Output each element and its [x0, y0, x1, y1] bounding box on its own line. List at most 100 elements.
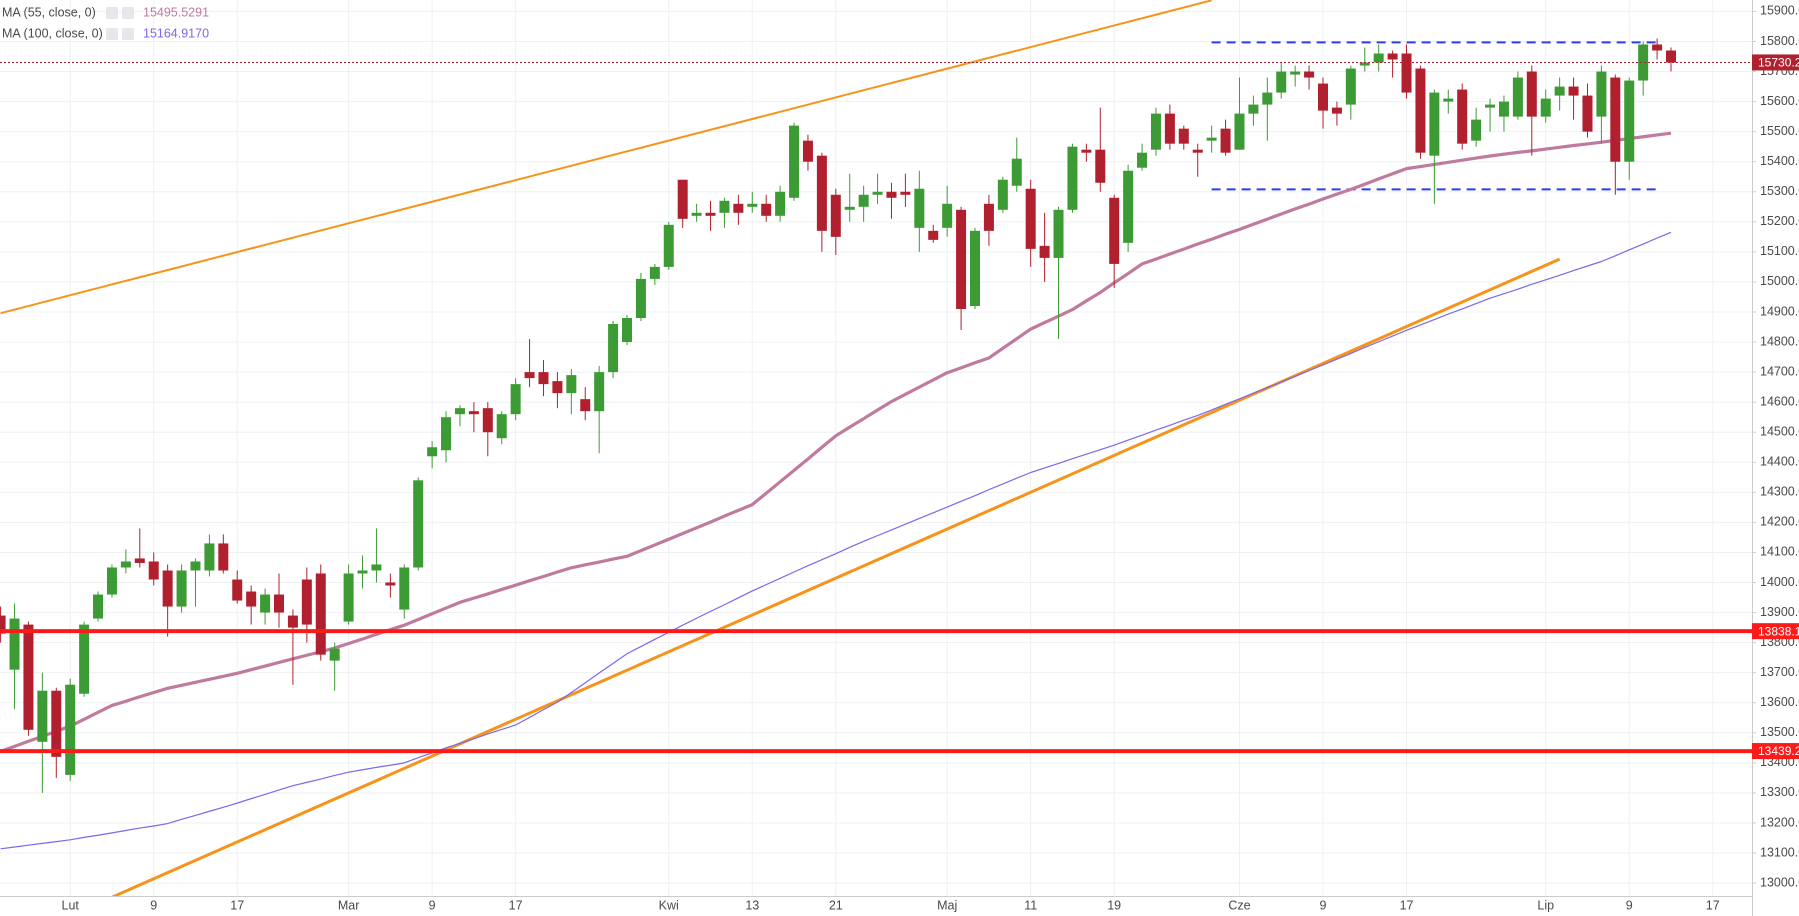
candle-body	[970, 230, 980, 306]
candle-body	[1582, 95, 1593, 132]
x-tick-label: Mar	[338, 898, 360, 912]
candle-body	[0, 615, 6, 634]
candle-body	[886, 191, 897, 198]
y-tick-label: 14500.0	[1760, 425, 1799, 439]
candle-body	[1192, 149, 1203, 153]
candle-body	[524, 372, 535, 379]
candle-body	[928, 230, 939, 240]
candle-body	[1387, 53, 1398, 60]
candle-body	[65, 684, 76, 775]
plot-area	[0, 0, 1752, 896]
y-tick-label: 15400.0	[1760, 154, 1799, 168]
candle-body	[190, 561, 201, 571]
candle-body	[1011, 158, 1022, 186]
candle-body	[1624, 80, 1635, 162]
x-tick-label: Kwi	[659, 898, 679, 912]
candle-body	[218, 543, 229, 571]
x-tick-label: 9	[1320, 898, 1327, 912]
candle-body	[274, 594, 284, 613]
price-tag-label: 13439.2	[1758, 744, 1799, 758]
candle-body	[914, 188, 925, 228]
candle-body	[1053, 209, 1064, 258]
close-icon[interactable]	[122, 7, 134, 19]
candle-body	[594, 372, 605, 412]
y-tick-label: 13700.0	[1760, 665, 1799, 679]
candle-body	[677, 179, 688, 219]
candle-body	[1638, 44, 1649, 81]
candle-body	[1025, 188, 1036, 249]
trend-line	[0, 0, 1212, 315]
y-tick-label: 15100.0	[1760, 244, 1799, 258]
candle-body	[148, 561, 159, 580]
x-tick-label: 17	[509, 898, 523, 912]
candle-body	[427, 447, 438, 457]
candle-body	[1318, 83, 1328, 111]
candle-body	[37, 690, 48, 742]
price-tag-label: 15730.2	[1758, 56, 1799, 70]
x-tick-label: 17	[1400, 898, 1414, 912]
x-tick-label: 9	[1626, 898, 1633, 912]
candle-body	[566, 375, 577, 394]
candle-body	[858, 194, 869, 207]
candle-body	[23, 624, 34, 730]
y-tick-label: 15500.0	[1760, 124, 1799, 138]
close-icon[interactable]	[122, 28, 134, 40]
x-tick-label: Lut	[62, 898, 80, 912]
candle-body	[1471, 119, 1482, 141]
candle-body	[1610, 77, 1621, 162]
candle-body	[232, 579, 243, 601]
candle-body	[1067, 146, 1078, 210]
x-tick-label: Cze	[1228, 898, 1250, 912]
candle-body	[1095, 149, 1106, 183]
candle-body	[9, 618, 20, 670]
legend-icons[interactable]	[106, 7, 134, 40]
y-tick-label: 15200.0	[1760, 214, 1799, 228]
candle-body	[691, 212, 702, 216]
price-tag	[1752, 623, 1799, 640]
candle-body	[622, 318, 632, 343]
price-tag-label: 13838.1	[1758, 624, 1799, 638]
candle-body	[1109, 197, 1120, 264]
y-tick-label: 14600.0	[1760, 394, 1799, 408]
candle-body	[176, 570, 187, 607]
candle-body	[705, 212, 716, 216]
candle-body	[942, 203, 953, 228]
candle-body	[538, 372, 549, 385]
ma-line	[0, 231, 1672, 850]
candle-body	[204, 543, 215, 571]
candle-body	[162, 570, 173, 607]
y-tick-label: 15300.0	[1760, 184, 1799, 198]
axes: 13000.013100.013200.013300.013400.013500…	[62, 4, 1799, 912]
candle-body	[79, 624, 90, 694]
candle-body	[260, 594, 271, 613]
candle-body	[1164, 113, 1175, 144]
candle-body	[1234, 113, 1245, 150]
candle-body	[357, 570, 368, 574]
candle-body	[872, 191, 883, 195]
x-tick-label: 19	[1107, 898, 1121, 912]
y-tick-label: 14000.0	[1760, 575, 1799, 589]
candle-body	[51, 690, 62, 757]
candle-body	[1220, 128, 1231, 153]
candle-body	[663, 224, 674, 267]
candle-body	[468, 411, 479, 415]
y-tick-label: 14400.0	[1760, 455, 1799, 469]
legend-name: MA (55, close, 0)	[2, 5, 96, 19]
candle-body	[1554, 86, 1565, 96]
candle-body	[106, 567, 117, 595]
x-tick-label: 21	[829, 898, 843, 912]
x-tick-label: Maj	[937, 898, 957, 912]
candle-body	[608, 324, 619, 373]
grid	[0, 0, 1752, 896]
legend-value: 15164.9170	[143, 26, 209, 40]
candle-body	[329, 648, 340, 661]
candle-body	[719, 200, 730, 213]
x-tick-label: 9	[429, 898, 436, 912]
candle-body	[1666, 50, 1676, 63]
candle-body	[1540, 98, 1551, 117]
y-tick-label: 14900.0	[1760, 304, 1799, 318]
settings-icon[interactable]	[106, 28, 118, 40]
settings-icon[interactable]	[106, 7, 118, 19]
candle-body	[1457, 89, 1468, 144]
